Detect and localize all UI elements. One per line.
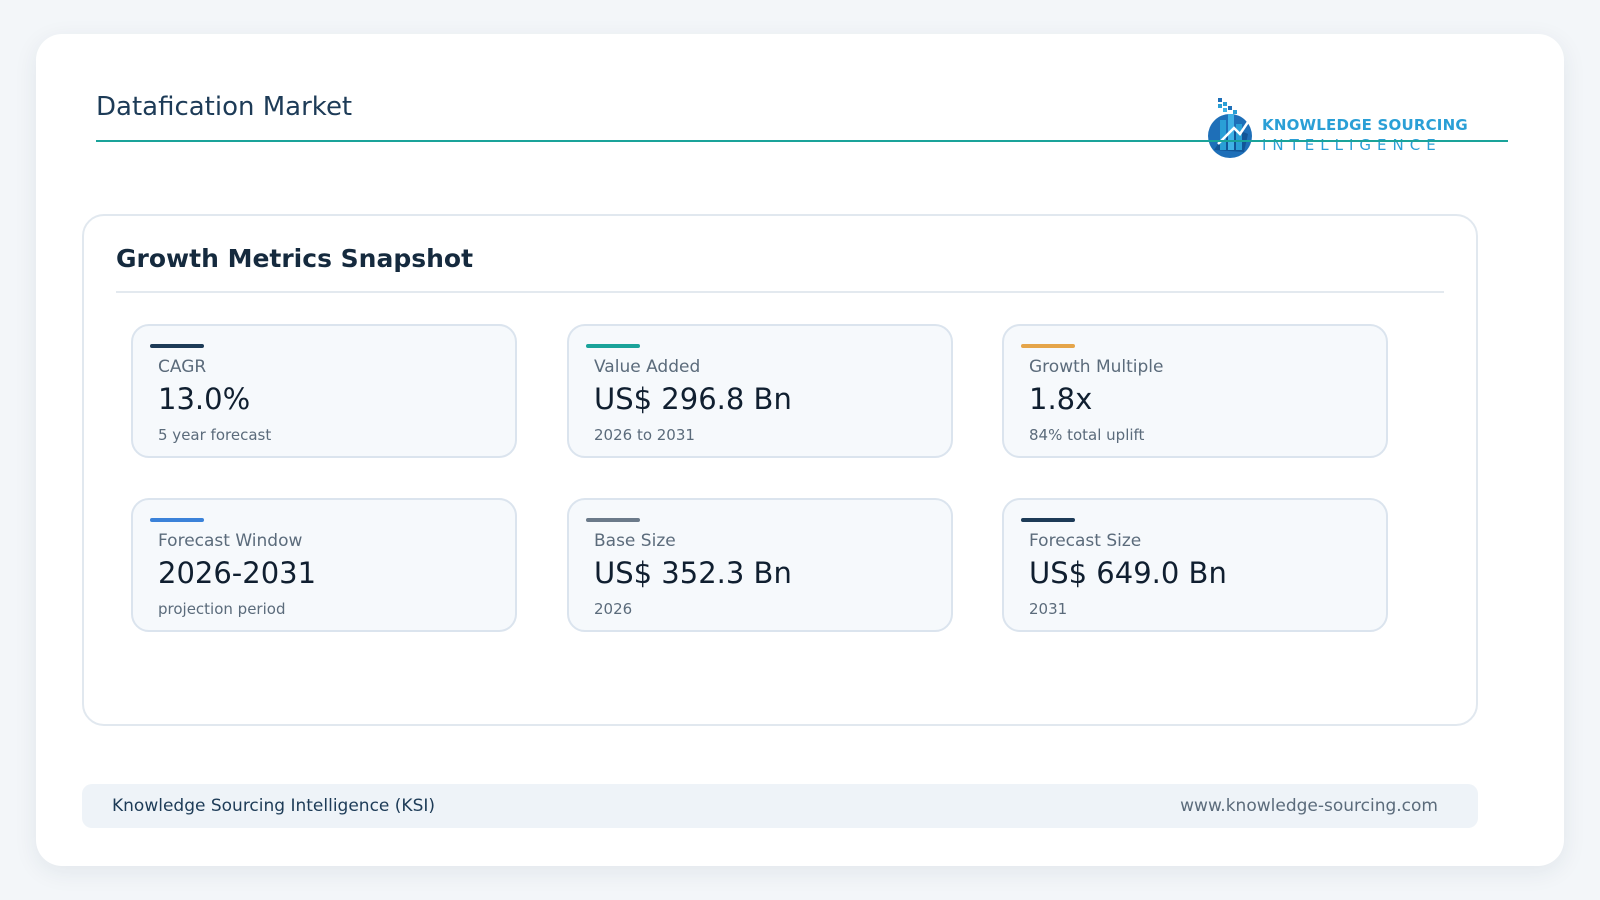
panel-title: Growth Metrics Snapshot [116, 244, 474, 273]
footer-company-name: Knowledge Sourcing Intelligence (KSI) [112, 796, 436, 816]
metric-accent-bar [1021, 344, 1075, 348]
metric-accent-bar [586, 518, 640, 522]
metric-accent-bar [150, 344, 204, 348]
metric-card-growth-multiple: Growth Multiple 1.8x 84% total uplift [1002, 324, 1388, 458]
metric-value: US$ 296.8 Bn [594, 382, 792, 416]
metric-subtext: 2031 [1029, 600, 1068, 618]
metric-value: US$ 352.3 Bn [594, 556, 792, 590]
metric-accent-bar [1021, 518, 1075, 522]
ksi-logo[interactable]: KNOWLEDGE SOURCING INTELLIGENCE [1204, 94, 1468, 160]
footer-website-link[interactable]: www.knowledge-sourcing.com [1180, 796, 1438, 816]
metric-subtext: 84% total uplift [1029, 426, 1145, 444]
growth-metrics-panel: Growth Metrics Snapshot CAGR 13.0% 5 yea… [82, 214, 1478, 726]
logo-text-primary: KNOWLEDGE SOURCING [1262, 116, 1468, 134]
metric-subtext: 2026 to 2031 [594, 426, 695, 444]
page-title: Datafication Market [96, 92, 353, 122]
metric-label: Base Size [594, 531, 676, 551]
metric-subtext: 2026 [594, 600, 633, 618]
report-card: Datafication Market KNOWLEDGE SOURCING I… [36, 34, 1564, 866]
metric-accent-bar [586, 344, 640, 348]
metric-value: 1.8x [1029, 382, 1093, 416]
metric-card-forecast-size: Forecast Size US$ 649.0 Bn 2031 [1002, 498, 1388, 632]
metric-card-base-size: Base Size US$ 352.3 Bn 2026 [567, 498, 953, 632]
panel-divider [116, 291, 1444, 293]
metric-label: Forecast Window [158, 531, 303, 551]
metric-label: Forecast Size [1029, 531, 1142, 551]
header-divider [96, 140, 1508, 142]
metric-label: CAGR [158, 357, 207, 377]
metric-value: 13.0% [158, 382, 251, 416]
header: Datafication Market KNOWLEDGE SOURCING I… [96, 72, 1508, 158]
metric-subtext: 5 year forecast [158, 426, 272, 444]
metric-label: Value Added [594, 357, 701, 377]
metric-label: Growth Multiple [1029, 357, 1164, 377]
metric-card-forecast-window: Forecast Window 2026-2031 projection per… [131, 498, 517, 632]
metric-subtext: projection period [158, 600, 286, 618]
metric-value: US$ 649.0 Bn [1029, 556, 1227, 590]
ksi-logo-icon [1208, 98, 1252, 158]
footer-bar: Knowledge Sourcing Intelligence (KSI) ww… [82, 784, 1478, 828]
logo-text-secondary: INTELLIGENCE [1262, 136, 1442, 154]
metric-card-cagr: CAGR 13.0% 5 year forecast [131, 324, 517, 458]
metric-value: 2026-2031 [158, 556, 317, 590]
metric-accent-bar [150, 518, 204, 522]
metric-card-value-added: Value Added US$ 296.8 Bn 2026 to 2031 [567, 324, 953, 458]
